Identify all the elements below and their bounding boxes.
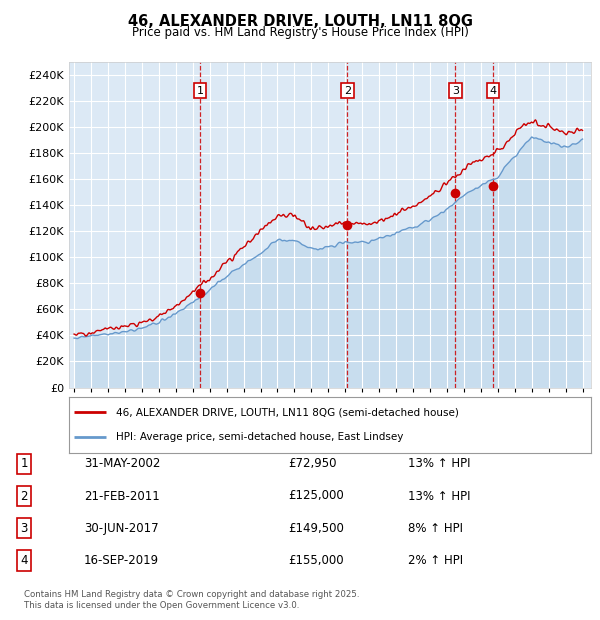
Text: 30-JUN-2017: 30-JUN-2017	[84, 522, 158, 534]
Text: £155,000: £155,000	[288, 554, 344, 567]
Text: 3: 3	[452, 86, 459, 95]
Text: 3: 3	[20, 522, 28, 534]
Text: 1: 1	[196, 86, 203, 95]
Text: Price paid vs. HM Land Registry's House Price Index (HPI): Price paid vs. HM Land Registry's House …	[131, 26, 469, 39]
Text: 13% ↑ HPI: 13% ↑ HPI	[408, 458, 470, 470]
Text: 31-MAY-2002: 31-MAY-2002	[84, 458, 160, 470]
Text: 21-FEB-2011: 21-FEB-2011	[84, 490, 160, 502]
Text: 46, ALEXANDER DRIVE, LOUTH, LN11 8QG: 46, ALEXANDER DRIVE, LOUTH, LN11 8QG	[128, 14, 473, 29]
Text: 13% ↑ HPI: 13% ↑ HPI	[408, 490, 470, 502]
Text: Contains HM Land Registry data © Crown copyright and database right 2025.
This d: Contains HM Land Registry data © Crown c…	[24, 590, 359, 609]
Text: 46, ALEXANDER DRIVE, LOUTH, LN11 8QG (semi-detached house): 46, ALEXANDER DRIVE, LOUTH, LN11 8QG (se…	[116, 407, 459, 417]
Text: 4: 4	[490, 86, 496, 95]
Text: £72,950: £72,950	[288, 458, 337, 470]
Text: 2: 2	[344, 86, 351, 95]
Text: 2% ↑ HPI: 2% ↑ HPI	[408, 554, 463, 567]
Text: 2: 2	[20, 490, 28, 502]
Text: £149,500: £149,500	[288, 522, 344, 534]
Text: 4: 4	[20, 554, 28, 567]
Text: HPI: Average price, semi-detached house, East Lindsey: HPI: Average price, semi-detached house,…	[116, 432, 403, 442]
Text: 1: 1	[20, 458, 28, 470]
Text: 8% ↑ HPI: 8% ↑ HPI	[408, 522, 463, 534]
Text: 16-SEP-2019: 16-SEP-2019	[84, 554, 159, 567]
Text: £125,000: £125,000	[288, 490, 344, 502]
